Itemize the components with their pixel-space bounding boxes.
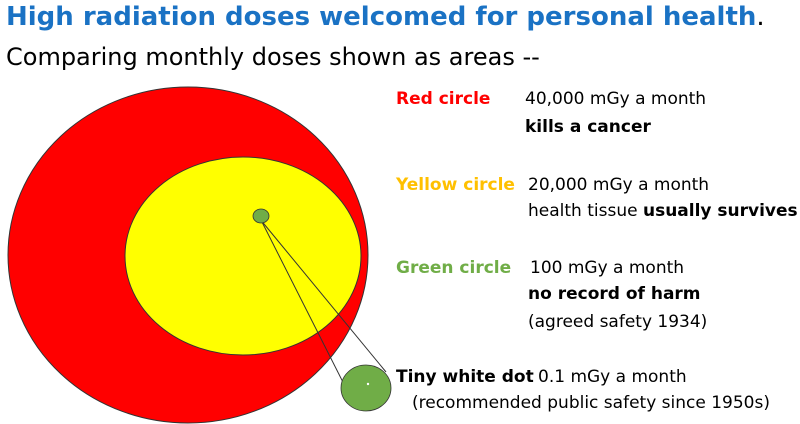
green-circle-small [252, 208, 270, 224]
legend-red-effect: kills a cancer [525, 117, 651, 137]
legend-green-effect: no record of harm [528, 284, 701, 304]
legend-yellow-effect-normal: health tissue [528, 201, 643, 221]
legend-green-label: Green circle [396, 258, 512, 278]
page-subtitle: Comparing monthly doses shown as areas -… [6, 43, 540, 71]
legend-yellow-effect: health tissue usually survives [528, 201, 798, 221]
green-circle-magnified [340, 364, 392, 412]
legend-green-note: (agreed safety 1934) [528, 312, 708, 332]
legend-yellow-dose: 20,000 mGy a month [528, 175, 710, 195]
title-text: High radiation doses welcomed for person… [6, 2, 757, 32]
legend-red: Red circle [396, 88, 490, 110]
title-period: . [756, 2, 765, 32]
legend-red-label: Red circle [396, 89, 491, 109]
legend-yellow-label: Yellow circle [396, 175, 515, 195]
legend-white-note: (recommended public safety since 1950s) [412, 393, 770, 413]
legend-white: Tiny white dot [396, 366, 534, 388]
legend-white-dose: 0.1 mGy a month [538, 367, 687, 387]
page-title: High radiation doses welcomed for person… [6, 2, 765, 32]
zoom-line-upper [254, 212, 387, 373]
legend-green-dose: 100 mGy a month [530, 258, 685, 278]
legend-green: Green circle [396, 257, 511, 279]
legend-yellow: Yellow circle [396, 174, 515, 196]
zoom-line-lower [261, 221, 355, 405]
tiny-white-dot [366, 382, 370, 386]
legend-white-label: Tiny white dot [396, 367, 534, 387]
legend-red-dose: 40,000 mGy a month [525, 89, 707, 109]
yellow-circle [124, 156, 362, 356]
legend-yellow-effect-bold: usually survives [642, 201, 798, 221]
